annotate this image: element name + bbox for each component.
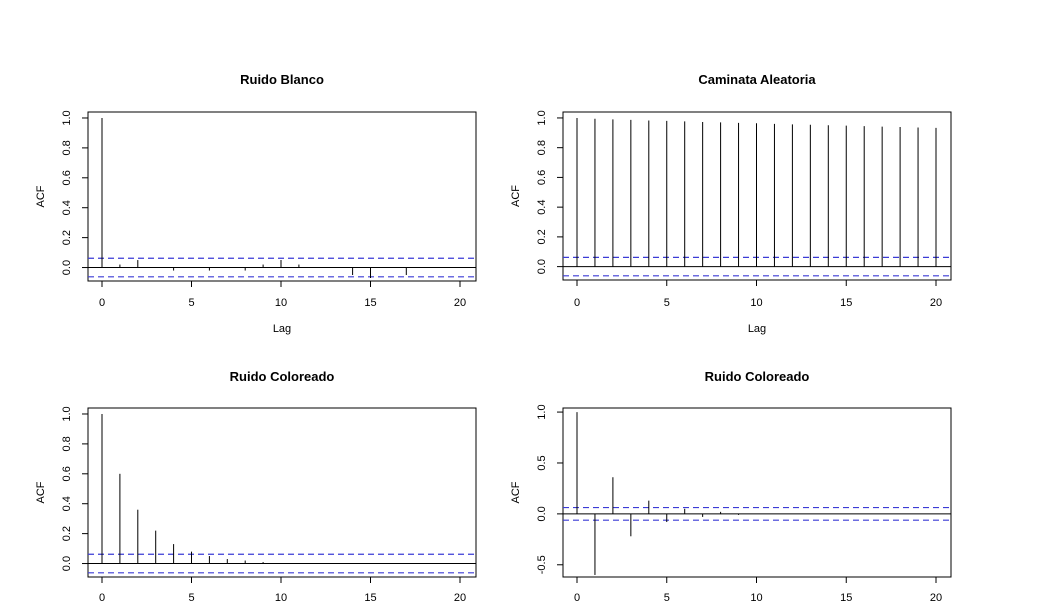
y-tick-label: 0.0 [61, 260, 73, 275]
x-tick-label: 0 [99, 297, 105, 309]
y-axis-label: ACF [510, 185, 522, 207]
panel-ruido-coloreado: Ruido Coloreado 0 5 10 15 20 0.0 0.2 0.4 0.6 0.8 1.… [35, 369, 477, 604]
x-tick-label: 10 [275, 297, 287, 309]
x-tick-label: 5 [188, 297, 194, 309]
x-tick-label: 5 [188, 592, 194, 604]
y-tick-label: 1.0 [536, 404, 548, 419]
panel-title: Ruido Coloreado [705, 369, 810, 384]
x-tick-label: 10 [750, 592, 762, 604]
plot-frame [87, 111, 477, 282]
x-axis-label: Lag [273, 323, 291, 335]
y-tick-label: 0.0 [61, 556, 73, 571]
y-tick-label: 0.2 [61, 526, 73, 541]
x-axis-label: Lag [748, 323, 766, 335]
y-tick-label: 0.6 [61, 466, 73, 481]
panel-ruido-blanco: Ruido Blanco 0 5 10 15 20 0.0 0.2 0.4 0.6 0.8 1.0 AC… [35, 72, 477, 335]
x-tick-label: 5 [664, 592, 670, 604]
y-axis-label: ACF [510, 481, 522, 503]
y-tick-label: 1.0 [536, 110, 548, 125]
panel-ruido-coloreado-alternante: Ruido Coloreado 0 5 10 15 20 -0.5 0.0 0.5 1.0 ACF [510, 369, 952, 604]
x-tick-label: 15 [840, 592, 852, 604]
panel-title: Caminata Aleatoria [698, 72, 816, 87]
y-tick-label: 0.4 [61, 496, 73, 511]
x-tick-label: 0 [574, 297, 580, 309]
x-tick-label: 15 [364, 297, 376, 309]
y-tick-label: 1.0 [61, 110, 73, 125]
x-tick-label: 10 [750, 297, 762, 309]
panel-title: Ruido Blanco [240, 72, 324, 87]
x-tick-label: 20 [454, 297, 466, 309]
y-tick-label: 0.6 [536, 170, 548, 185]
x-tick-label: 20 [930, 297, 942, 309]
plot-frame [87, 407, 477, 578]
x-tick-label: 10 [275, 592, 287, 604]
y-tick-label: 0.8 [536, 140, 548, 155]
x-tick-label: 0 [574, 592, 580, 604]
y-tick-label: 0.8 [61, 436, 73, 451]
y-axis-label: ACF [35, 481, 47, 503]
y-tick-label: -0.5 [536, 555, 548, 574]
y-tick-label: 0.2 [536, 229, 548, 244]
y-tick-label: 0.6 [61, 170, 73, 185]
y-tick-label: 0.0 [536, 506, 548, 521]
x-tick-label: 0 [99, 592, 105, 604]
plot-frame [562, 407, 952, 578]
x-tick-label: 15 [840, 297, 852, 309]
x-tick-label: 20 [930, 592, 942, 604]
y-tick-label: 0.5 [536, 455, 548, 470]
panel-title: Ruido Coloreado [230, 369, 335, 384]
y-tick-label: 1.0 [61, 406, 73, 421]
y-tick-label: 0.8 [61, 140, 73, 155]
y-tick-label: 0.4 [536, 200, 548, 215]
x-tick-label: 20 [454, 592, 466, 604]
y-tick-label: 0.4 [61, 200, 73, 215]
x-tick-label: 5 [664, 297, 670, 309]
y-tick-label: 0.0 [536, 259, 548, 274]
y-axis-label: ACF [35, 185, 47, 207]
y-tick-label: 0.2 [61, 230, 73, 245]
x-tick-label: 15 [364, 592, 376, 604]
panel-caminata-aleatoria: Caminata Aleatoria 0 5 10 15 20 0.0 0.2 0.4 0.6 0.… [510, 72, 952, 335]
